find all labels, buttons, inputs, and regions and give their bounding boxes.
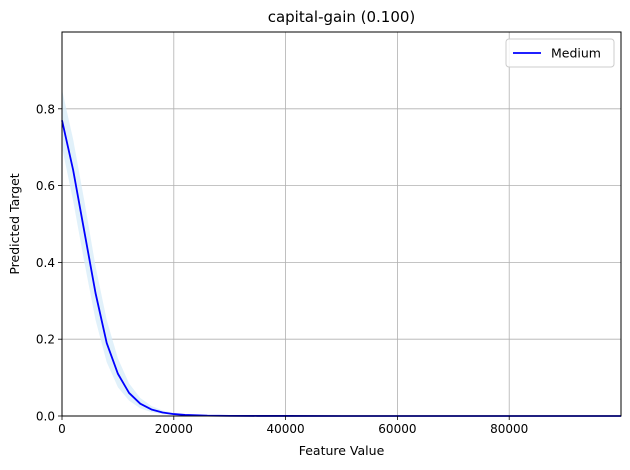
chart-title: capital-gain (0.100) bbox=[268, 8, 416, 26]
y-tick-label: 0.4 bbox=[36, 256, 55, 270]
legend-label-medium: Medium bbox=[551, 46, 601, 61]
x-tick-label: 20000 bbox=[155, 422, 193, 436]
x-tick-label: 0 bbox=[58, 422, 66, 436]
confidence-band bbox=[62, 89, 621, 416]
x-tick-label: 60000 bbox=[378, 422, 416, 436]
legend-box bbox=[505, 38, 615, 68]
y-tick-label: 0.2 bbox=[36, 333, 55, 347]
ticks: 0 20000 40000 60000 80000 0.0 0.2 0.4 0.6 0.8 bbox=[36, 102, 528, 436]
y-tick-label: 0.0 bbox=[36, 410, 55, 424]
plot-frame bbox=[61, 31, 622, 417]
y-tick-label: 0.8 bbox=[36, 102, 55, 116]
confidence-band-layer bbox=[62, 89, 621, 416]
x-tick-label: 80000 bbox=[490, 422, 528, 436]
y-axis-label: Predicted Target bbox=[7, 173, 22, 274]
x-tick-label: 40000 bbox=[267, 422, 305, 436]
legend: Medium bbox=[505, 38, 615, 68]
y-tick-label: 0.6 bbox=[36, 179, 55, 193]
x-axis-label: Feature Value bbox=[299, 443, 385, 458]
